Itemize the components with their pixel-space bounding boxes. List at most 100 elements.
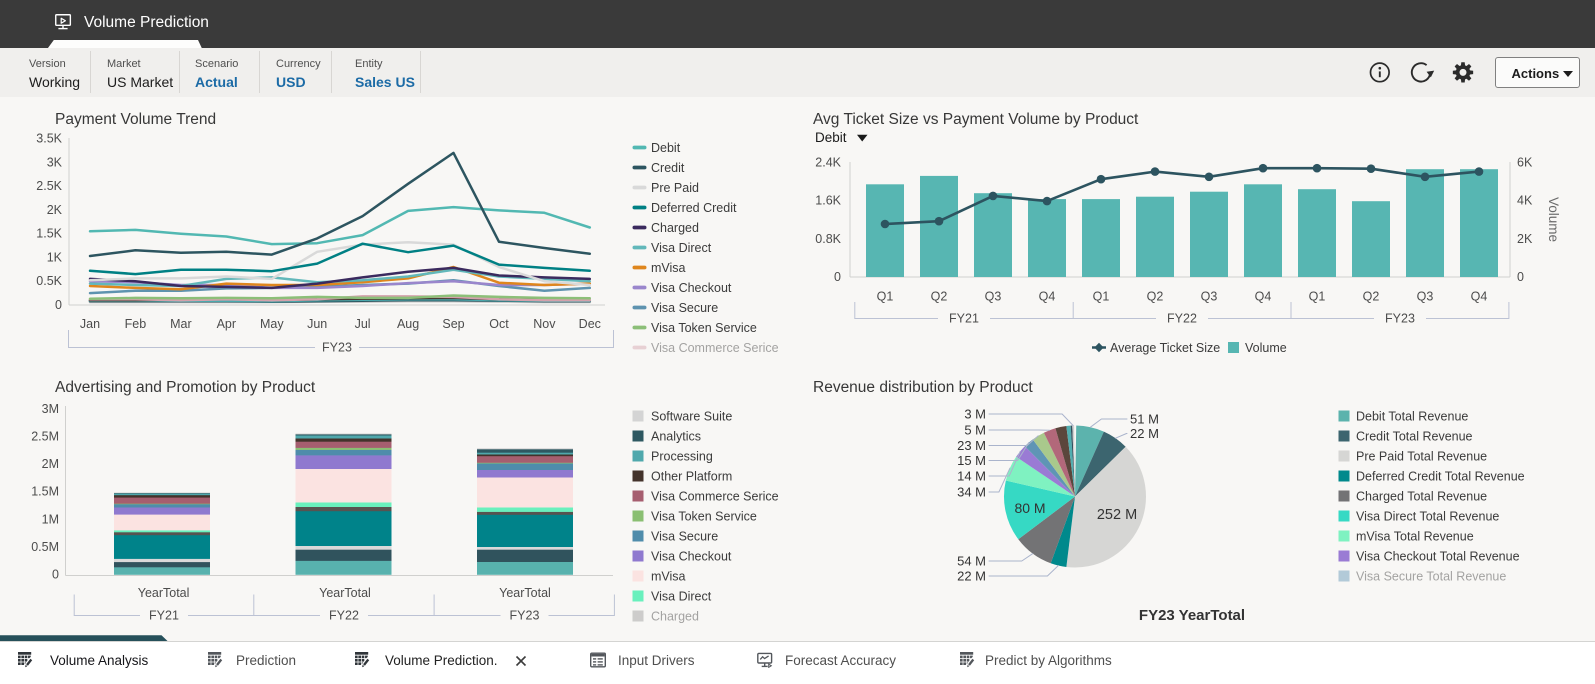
- svg-text:Charged: Charged: [651, 221, 699, 235]
- svg-text:FY23 YearTotal: FY23 YearTotal: [1139, 607, 1245, 624]
- svg-text:Visa Token Service: Visa Token Service: [651, 510, 757, 524]
- svg-text:15 M: 15 M: [957, 453, 986, 468]
- svg-text:Visa Token Service: Visa Token Service: [651, 321, 757, 335]
- svg-text:YearTotal: YearTotal: [138, 586, 190, 600]
- svg-text:Feb: Feb: [125, 317, 147, 331]
- svg-text:Q4: Q4: [1039, 290, 1056, 304]
- svg-text:Volume: Volume: [1546, 197, 1561, 242]
- svg-text:Q2: Q2: [1147, 290, 1164, 304]
- svg-text:Other Platform: Other Platform: [651, 470, 732, 484]
- svg-text:Dec: Dec: [579, 317, 601, 331]
- svg-text:0: 0: [52, 568, 59, 582]
- svg-text:Visa Commerce Serice: Visa Commerce Serice: [651, 490, 779, 504]
- svg-text:0.5K: 0.5K: [36, 274, 62, 288]
- svg-text:0: 0: [55, 298, 62, 312]
- svg-text:4K: 4K: [1517, 194, 1533, 208]
- svg-text:22 M: 22 M: [957, 569, 986, 584]
- svg-text:Q3: Q3: [1201, 290, 1218, 304]
- svg-text:2.5M: 2.5M: [31, 430, 59, 444]
- svg-text:51 M: 51 M: [1130, 412, 1159, 427]
- svg-text:Deferred Credit Total Revenue: Deferred Credit Total Revenue: [1356, 470, 1525, 484]
- svg-text:3K: 3K: [47, 155, 63, 169]
- svg-text:0.5M: 0.5M: [31, 540, 59, 554]
- svg-text:1.5K: 1.5K: [36, 227, 62, 241]
- svg-text:FY21: FY21: [149, 609, 179, 623]
- svg-text:FY23: FY23: [322, 341, 352, 355]
- svg-text:Visa Checkout: Visa Checkout: [651, 281, 732, 295]
- svg-text:FY22: FY22: [329, 609, 359, 623]
- svg-text:mVisa: mVisa: [651, 570, 686, 584]
- svg-text:0.8K: 0.8K: [815, 232, 841, 246]
- svg-text:Nov: Nov: [533, 317, 556, 331]
- svg-text:1.5M: 1.5M: [31, 485, 59, 499]
- svg-text:Credit Total Revenue: Credit Total Revenue: [1356, 430, 1473, 444]
- svg-text:Oct: Oct: [489, 317, 509, 331]
- svg-text:Advertising and Promotion by P: Advertising and Promotion by Product: [55, 379, 316, 396]
- svg-text:Q3: Q3: [985, 290, 1002, 304]
- svg-text:14 M: 14 M: [957, 469, 986, 484]
- svg-text:Debit: Debit: [651, 141, 681, 155]
- svg-text:3M: 3M: [42, 402, 59, 416]
- svg-text:Software Suite: Software Suite: [651, 410, 732, 424]
- svg-text:80 M: 80 M: [1014, 500, 1045, 516]
- svg-text:Mar: Mar: [170, 317, 192, 331]
- svg-text:2.5K: 2.5K: [36, 179, 62, 193]
- svg-text:Q1: Q1: [877, 290, 894, 304]
- svg-text:2.4K: 2.4K: [815, 156, 841, 170]
- svg-text:54 M: 54 M: [957, 554, 986, 569]
- svg-text:2M: 2M: [42, 457, 59, 471]
- svg-text:Visa Direct Total Revenue: Visa Direct Total Revenue: [1356, 510, 1499, 524]
- svg-text:22 M: 22 M: [1130, 426, 1159, 441]
- svg-text:Debit Total Revenue: Debit Total Revenue: [1356, 410, 1468, 424]
- svg-text:6K: 6K: [1517, 156, 1533, 170]
- svg-text:5 M: 5 M: [964, 423, 986, 438]
- svg-text:Pre Paid: Pre Paid: [651, 181, 699, 195]
- svg-text:252 M: 252 M: [1097, 507, 1137, 523]
- svg-text:3 M: 3 M: [964, 407, 986, 422]
- svg-text:Jun: Jun: [307, 317, 327, 331]
- svg-text:Q1: Q1: [1309, 290, 1326, 304]
- svg-text:Pre Paid Total Revenue: Pre Paid Total Revenue: [1356, 450, 1487, 464]
- svg-text:Q2: Q2: [931, 290, 948, 304]
- svg-text:Avg Ticket Size vs Payment Vol: Avg Ticket Size vs Payment Volume by Pro…: [813, 111, 1139, 128]
- svg-text:Visa Checkout Total Revenue: Visa Checkout Total Revenue: [1356, 550, 1520, 564]
- svg-text:1K: 1K: [47, 251, 63, 265]
- svg-text:Debit: Debit: [815, 130, 847, 145]
- svg-text:23 M: 23 M: [957, 438, 986, 453]
- svg-text:mVisa Total Revenue: mVisa Total Revenue: [1356, 530, 1474, 544]
- svg-text:Q4: Q4: [1471, 290, 1488, 304]
- svg-text:2K: 2K: [1517, 232, 1533, 246]
- svg-text:Q3: Q3: [1417, 290, 1434, 304]
- svg-text:Visa Commerce Serice: Visa Commerce Serice: [651, 341, 779, 355]
- svg-text:Charged: Charged: [651, 610, 699, 624]
- svg-text:Apr: Apr: [217, 317, 236, 331]
- svg-text:May: May: [260, 317, 284, 331]
- svg-text:Visa Secure Total Revenue: Visa Secure Total Revenue: [1356, 570, 1506, 584]
- svg-text:Q2: Q2: [1363, 290, 1380, 304]
- svg-text:FY23: FY23: [1385, 312, 1415, 326]
- svg-text:Visa Direct: Visa Direct: [651, 241, 712, 255]
- svg-text:YearTotal: YearTotal: [499, 586, 551, 600]
- svg-text:34 M: 34 M: [957, 485, 986, 500]
- svg-text:Aug: Aug: [397, 317, 419, 331]
- svg-text:Q1: Q1: [1093, 290, 1110, 304]
- svg-text:Processing: Processing: [651, 450, 713, 464]
- svg-text:0: 0: [1517, 270, 1524, 284]
- svg-text:Jul: Jul: [355, 317, 371, 331]
- svg-text:Payment Volume Trend: Payment Volume Trend: [55, 111, 216, 128]
- svg-text:FY21: FY21: [949, 312, 979, 326]
- svg-text:FY23: FY23: [510, 609, 540, 623]
- svg-text:Q4: Q4: [1255, 290, 1272, 304]
- svg-text:1.6K: 1.6K: [815, 194, 841, 208]
- svg-text:Jan: Jan: [80, 317, 100, 331]
- svg-text:Volume: Volume: [1245, 341, 1287, 355]
- svg-text:Visa Direct: Visa Direct: [651, 590, 712, 604]
- svg-text:Analytics: Analytics: [651, 430, 701, 444]
- svg-text:Average Ticket Size: Average Ticket Size: [1110, 341, 1220, 355]
- svg-text:mVisa: mVisa: [651, 261, 686, 275]
- svg-text:2K: 2K: [47, 203, 63, 217]
- svg-text:YearTotal: YearTotal: [319, 586, 371, 600]
- svg-text:0: 0: [834, 270, 841, 284]
- svg-text:FY22: FY22: [1167, 312, 1197, 326]
- svg-text:Deferred Credit: Deferred Credit: [651, 201, 737, 215]
